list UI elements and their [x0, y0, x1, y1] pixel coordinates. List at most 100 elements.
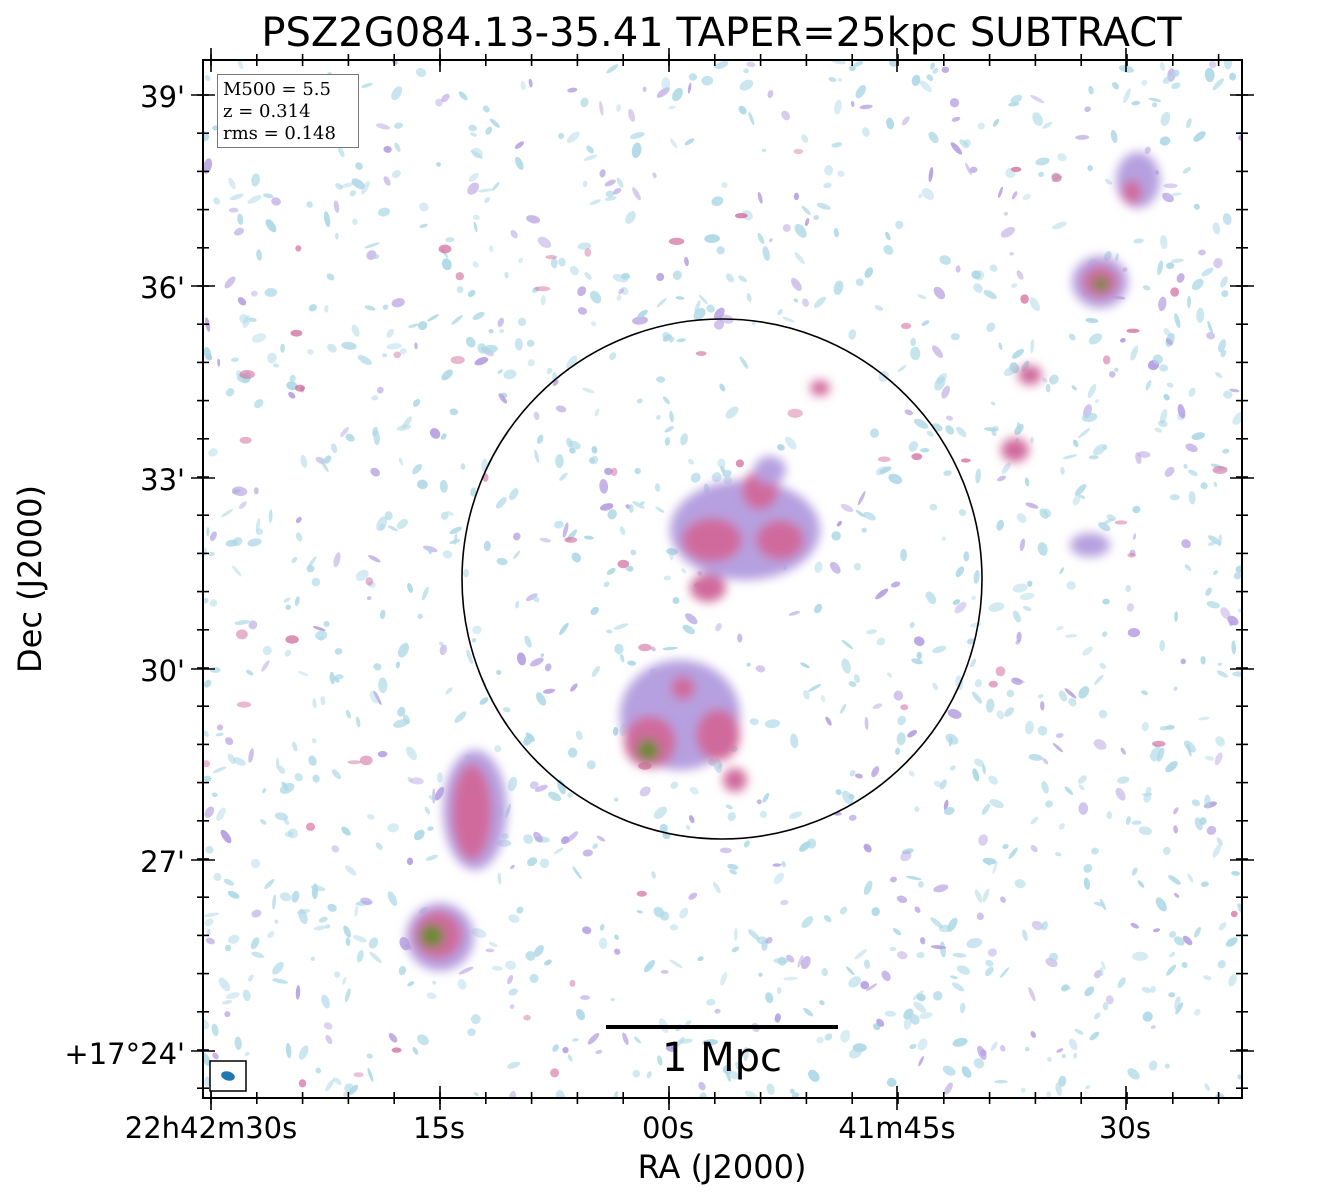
noise-peak	[455, 272, 464, 281]
noise-speck	[1191, 432, 1206, 440]
noise-speck	[1037, 725, 1048, 736]
noise-speck	[382, 304, 389, 310]
noise-speck	[1055, 1082, 1062, 1096]
noise-peak	[911, 453, 923, 461]
noise-speck	[823, 182, 832, 189]
noise-speck	[321, 994, 330, 1009]
noise-speck	[1016, 513, 1027, 523]
noise-speck	[491, 965, 503, 971]
noise-speck	[863, 843, 872, 853]
noise-peak	[877, 456, 891, 463]
noise-speck	[525, 950, 536, 961]
noise-speck	[1158, 296, 1167, 312]
noise-speck	[1204, 67, 1215, 83]
noise-speck	[566, 831, 579, 843]
noise-speck	[863, 959, 871, 969]
noise-speck	[697, 570, 703, 576]
noise-speck	[279, 892, 292, 902]
noise-speck	[926, 430, 934, 437]
noise-speck	[928, 166, 934, 183]
noise-speck	[291, 890, 300, 903]
noise-speck	[277, 765, 286, 775]
noise-speck	[1177, 404, 1186, 419]
noise-speck	[725, 804, 733, 810]
noise-speck	[743, 840, 750, 848]
noise-speck	[1019, 592, 1035, 600]
noise-speck	[801, 134, 809, 143]
noise-speck	[813, 296, 826, 308]
noise-speck	[1117, 977, 1126, 988]
noise-speck	[624, 567, 633, 571]
noise-speck	[670, 781, 679, 789]
noise-speck	[919, 1012, 933, 1019]
noise-speck	[508, 914, 520, 923]
noise-speck	[669, 410, 674, 423]
noise-speck	[909, 621, 915, 629]
noise-speck	[306, 201, 313, 208]
noise-speck	[716, 246, 725, 255]
noise-speck	[788, 611, 801, 616]
noise-speck	[523, 834, 534, 844]
noise-speck	[1000, 226, 1015, 238]
noise-speck	[885, 231, 891, 241]
noise-speck	[334, 648, 343, 655]
noise-speck	[1098, 709, 1108, 719]
noise-speck	[212, 766, 227, 774]
noise-speck	[982, 857, 997, 865]
noise-speck	[233, 227, 245, 236]
noise-speck	[341, 341, 357, 350]
noise-speck	[616, 177, 624, 188]
noise-speck	[440, 511, 449, 520]
noise-speck	[456, 286, 464, 293]
noise-speck	[568, 447, 576, 454]
noise-speck	[1188, 387, 1196, 397]
noise-speck	[373, 430, 380, 446]
noise-speck	[504, 271, 509, 279]
noise-speck	[288, 391, 296, 399]
noise-speck	[394, 122, 403, 129]
noise-speck	[688, 815, 695, 824]
noise-speck	[772, 863, 782, 867]
noise-speck	[203, 679, 212, 688]
noise-speck	[943, 806, 955, 816]
noise-speck	[784, 436, 797, 450]
noise-speck	[217, 358, 221, 367]
noise-speck	[227, 890, 240, 899]
noise-speck	[1169, 494, 1180, 501]
noise-speck	[326, 273, 335, 281]
noise-speck	[1141, 690, 1149, 696]
noise-speck	[566, 355, 578, 369]
noise-speck	[999, 967, 1010, 978]
noise-speck	[1215, 372, 1223, 378]
noise-speck	[959, 1002, 966, 1014]
noise-speck	[992, 861, 998, 874]
noise-speck	[310, 956, 315, 962]
noise-speck	[311, 577, 321, 587]
noise-speck	[604, 196, 617, 201]
noise-speck	[702, 1039, 718, 1046]
noise-speck	[1060, 466, 1065, 475]
noise-speck	[1213, 258, 1223, 269]
noise-speck	[761, 148, 767, 153]
noise-speck	[845, 966, 855, 976]
noise-speck	[609, 352, 617, 360]
noise-speck	[1173, 825, 1178, 834]
noise-speck	[204, 1076, 211, 1088]
noise-speck	[981, 803, 991, 815]
noise-speck	[441, 93, 450, 103]
noise-speck	[783, 976, 798, 981]
noise-speck	[485, 126, 493, 135]
noise-speck	[1127, 1068, 1140, 1080]
noise-speck	[930, 62, 935, 70]
noise-speck	[766, 1083, 775, 1095]
noise-speck	[819, 1000, 825, 1006]
noise-speck	[1085, 1085, 1091, 1090]
noise-speck	[373, 690, 382, 705]
noise-speck	[458, 966, 474, 975]
noise-speck	[1165, 761, 1178, 773]
noise-speck	[859, 104, 873, 110]
noise-speck	[298, 1045, 309, 1060]
noise-speck	[234, 619, 250, 626]
noise-speck	[627, 660, 637, 666]
noise-speck	[896, 895, 908, 904]
